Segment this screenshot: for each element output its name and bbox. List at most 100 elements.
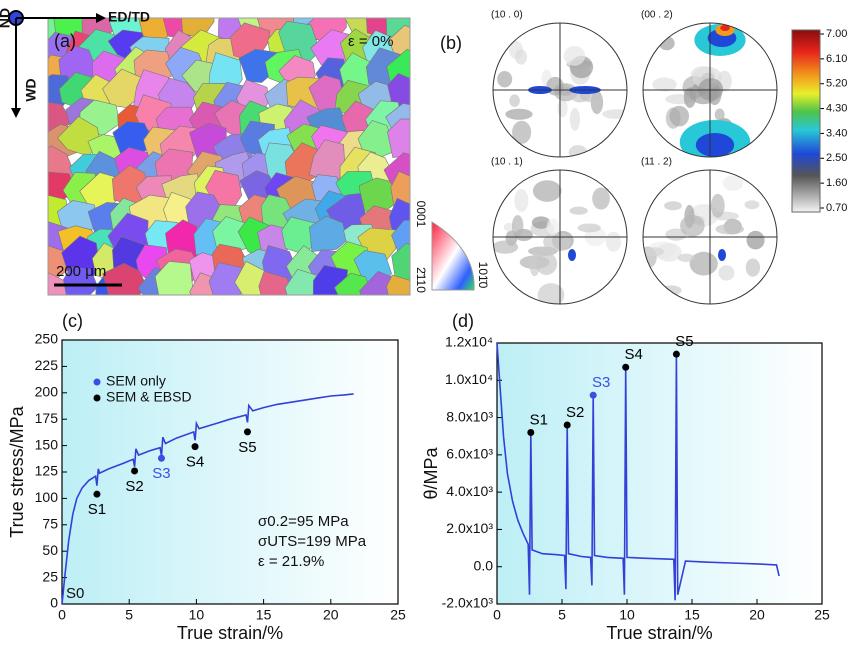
y-tick-label: 8.0x10³ [446, 408, 493, 424]
point-label: S3 [152, 465, 170, 482]
point [564, 422, 571, 429]
density-blob [715, 109, 725, 121]
point [622, 364, 629, 371]
colorbar-label: 1.60 [826, 177, 847, 189]
density-blob [716, 224, 745, 235]
density-blob [509, 94, 520, 107]
density-blob [664, 201, 682, 210]
density-blob [492, 240, 518, 253]
x-tick-label: 20 [323, 607, 339, 623]
panel-label: (d) [452, 311, 474, 331]
density-blob [515, 49, 527, 65]
density-blob [592, 187, 610, 209]
legend-label: SEM & EBSD [106, 389, 192, 405]
point-label: S1 [88, 501, 106, 518]
y-tick-label: 25 [42, 568, 58, 584]
density-blob [602, 109, 630, 119]
x-tick-label: 20 [749, 607, 765, 623]
point [158, 455, 165, 462]
point [590, 392, 597, 399]
point [527, 429, 534, 436]
x-axis-label: True strain/% [606, 623, 712, 643]
density-blob [505, 109, 532, 120]
y-tick-label: 225 [35, 357, 59, 373]
y-axis-label: True stress/MPa [7, 405, 27, 537]
y-tick-label: 1.2x10⁴ [445, 334, 493, 350]
x-tick-label: 15 [256, 607, 272, 623]
colorbar-label: 6.10 [826, 53, 847, 65]
y-axis-label: θ/MPa [421, 447, 441, 500]
strain-label: ε = 0% [348, 33, 393, 50]
y-tick-label: 0 [50, 595, 58, 611]
ipf-label: 2̄110 [414, 267, 428, 293]
density-blob [678, 254, 695, 262]
legend-marker [94, 379, 101, 386]
density-blob [543, 232, 571, 251]
point [192, 443, 199, 450]
colorbar-label: 5.20 [826, 78, 847, 90]
density-blob [746, 258, 760, 276]
panel-label: (a) [54, 31, 76, 51]
y-tick-label: 1.0x10⁴ [445, 371, 493, 387]
y-tick-label: 200 [35, 384, 59, 400]
density-blob [577, 223, 601, 232]
x-tick-label: 0 [58, 607, 66, 623]
point [673, 351, 680, 358]
point-label: S5 [675, 333, 693, 350]
density-blob [696, 133, 734, 157]
colorbar-label: 4.30 [826, 102, 847, 114]
colorbar-label: 3.40 [826, 127, 847, 139]
legend-marker [94, 395, 101, 402]
density-blob [745, 200, 760, 209]
point [244, 428, 251, 435]
y-tick-label: 6.0x10³ [446, 446, 493, 462]
density-blob [536, 252, 557, 275]
x-tick-label: 25 [814, 607, 830, 623]
arrow-head [11, 108, 21, 118]
density-blob [558, 99, 568, 118]
density-blob [746, 231, 764, 250]
pole-figure-label: (10 . 0) [491, 10, 523, 21]
y-tick-label: -2.0x10³ [442, 595, 494, 611]
density-blob [568, 249, 576, 261]
x-tick-label: 10 [619, 607, 635, 623]
annotation: σ0.2=95 MPa [258, 513, 349, 530]
point-label: S1 [530, 411, 548, 428]
pole-figure-label: (00 . 2) [641, 10, 673, 21]
density-blob [718, 265, 734, 280]
y-tick-label: 2.0x10³ [446, 520, 493, 536]
annotation: σUTS=199 MPa [258, 533, 367, 550]
point [131, 467, 138, 474]
ipf-label: 0001 [414, 201, 428, 228]
start-label: S0 [66, 585, 84, 602]
legend-label: SEM only [106, 373, 166, 389]
x-tick-label: 0 [493, 607, 501, 623]
y-tick-label: 250 [35, 331, 59, 347]
density-blob [669, 106, 689, 127]
density-blob [533, 180, 562, 202]
pole-figure-label: (10 . 1) [491, 157, 523, 168]
ipf-label: 101̄0 [476, 262, 490, 289]
colorbar-label: 0.70 [826, 202, 847, 214]
density-blob [645, 247, 665, 256]
density-blob [661, 285, 682, 295]
density-blob [698, 78, 723, 101]
density-blob [718, 249, 726, 261]
density-blob [514, 189, 528, 212]
colorbar [792, 30, 820, 212]
density-blob [546, 77, 564, 96]
annotation: ε = 21.9% [258, 553, 324, 570]
point [93, 491, 100, 498]
x-tick-label: 10 [189, 607, 205, 623]
density-blob [606, 232, 621, 252]
density-blob [564, 46, 585, 66]
density-blob [690, 252, 718, 276]
x-tick-label: 5 [558, 607, 566, 623]
density-blob [711, 194, 725, 218]
x-tick-label: 5 [125, 607, 133, 623]
x-tick-label: 15 [684, 607, 700, 623]
y-tick-label: 4.0x10³ [446, 483, 493, 499]
density-blob [570, 207, 588, 215]
ed-td-label: ED/TD [108, 9, 150, 25]
